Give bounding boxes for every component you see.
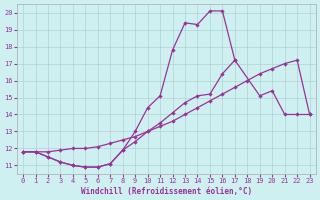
- X-axis label: Windchill (Refroidissement éolien,°C): Windchill (Refroidissement éolien,°C): [81, 187, 252, 196]
